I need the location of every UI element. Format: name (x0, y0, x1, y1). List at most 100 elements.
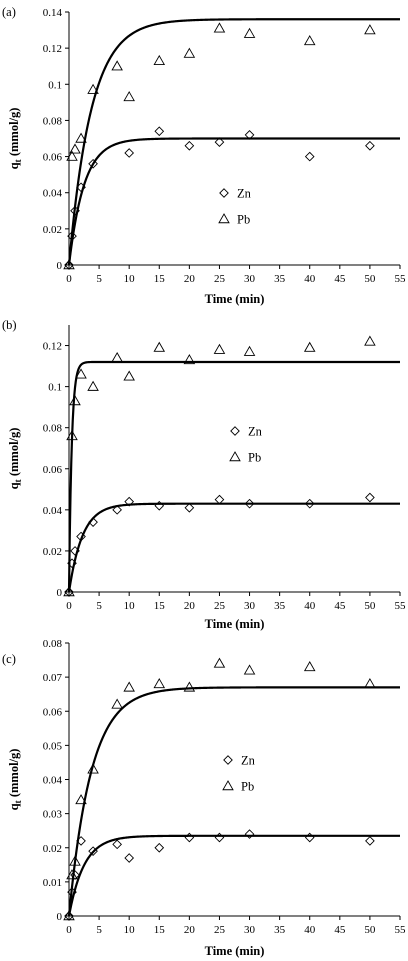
panel-label: (a) (2, 5, 16, 19)
y-axis-title-main: q (7, 162, 21, 169)
panel-label: (b) (2, 318, 17, 332)
data-point-pb (66, 869, 78, 880)
x-tick-label: 20 (184, 924, 196, 936)
series-pb (63, 22, 376, 270)
x-tick-label: 50 (364, 924, 376, 936)
data-point-pb (87, 380, 99, 391)
legend-marker-pb (218, 213, 230, 224)
y-axis-title: qt (mmol/g) (7, 749, 24, 811)
data-point-zn (365, 140, 375, 151)
data-point-pb (213, 657, 226, 668)
x-tick-label: 25 (214, 273, 226, 285)
x-tick-label: 0 (66, 273, 72, 285)
data-point-zn (365, 836, 375, 846)
data-point-pb (75, 794, 87, 805)
data-point-pb (364, 24, 376, 35)
x-tick-label: 15 (154, 600, 166, 612)
data-point-zn (154, 126, 165, 137)
x-tick-label: 45 (334, 924, 346, 936)
y-tick-label: 0.07 (43, 672, 63, 684)
legend-label-zn: Zn (241, 754, 256, 768)
data-point-zn (304, 498, 315, 509)
x-tick-label: 35 (274, 600, 286, 612)
data-point-pb (123, 370, 135, 381)
x-tick-label: 50 (364, 273, 376, 285)
series-zn (64, 492, 375, 597)
data-point-pb (153, 341, 166, 352)
data-point-pb (123, 681, 135, 692)
x-tick-label: 15 (154, 273, 166, 285)
data-point-zn (244, 829, 255, 839)
x-tick-label: 15 (154, 924, 166, 936)
x-tick-label: 30 (244, 273, 256, 285)
y-axis-title-subscript: t (14, 799, 24, 803)
x-tick-label: 35 (274, 924, 286, 936)
y-tick-label: 0 (57, 587, 63, 599)
data-point-zn (124, 853, 135, 863)
fit-curve-zn (67, 834, 400, 917)
x-tick-label: 20 (184, 600, 196, 612)
data-point-zn (112, 839, 122, 850)
y-tick-label: 0.08 (43, 423, 63, 435)
y-axis-title: qt (mmol/g) (7, 108, 24, 170)
y-tick-label: 0.04 (43, 505, 63, 517)
chart-panel-a: 0 5 10 15 20 25 30 35 40 45 50 55 0 0.02 0.04 0.06 0.08 0… (2, 5, 406, 306)
x-tick-label: 35 (274, 273, 286, 285)
y-tick-label: 0.1 (48, 382, 62, 394)
y-tick-label: 0.02 (43, 546, 62, 558)
data-point-zn (67, 887, 77, 897)
data-point-pb (69, 395, 81, 406)
x-tick-label: 55 (395, 600, 407, 612)
x-tick-label: 40 (304, 273, 316, 285)
x-tick-label: 5 (96, 924, 102, 936)
x-tick-label: 55 (395, 924, 407, 936)
legend-label-pb: Pb (241, 780, 254, 794)
legend-label-zn: Zn (248, 425, 263, 439)
data-point-pb (69, 855, 81, 866)
x-tick-label: 55 (395, 273, 407, 285)
data-point-zn (304, 151, 315, 162)
y-tick-label: 0.02 (43, 224, 62, 236)
y-tick-label: 0.04 (43, 775, 63, 787)
x-tick-label: 0 (66, 924, 72, 936)
x-tick-label: 20 (184, 273, 196, 285)
x-tick-label: 25 (214, 600, 226, 612)
data-point-zn (76, 836, 86, 846)
data-point-pb (63, 586, 75, 597)
data-point-pb (75, 368, 87, 379)
data-point-pb (303, 35, 316, 46)
legend-marker-zn (230, 426, 240, 436)
data-point-pb (111, 60, 123, 71)
y-tick-label: 0 (57, 911, 63, 923)
y-tick-label: 0.08 (43, 115, 63, 127)
data-point-pb (111, 351, 123, 363)
data-point-zn (365, 492, 375, 503)
data-point-pb (243, 664, 256, 675)
data-point-zn (124, 496, 135, 507)
data-point-zn (154, 842, 165, 853)
y-axis-title-subscript: t (14, 158, 24, 162)
data-point-pb (87, 763, 99, 774)
legend-label-pb: Pb (248, 451, 261, 465)
data-point-pb (63, 910, 75, 921)
x-tick-label: 5 (96, 273, 102, 285)
y-axis-title-unit: (mmol/g) (7, 749, 21, 801)
y-tick-label: 0.12 (43, 43, 62, 55)
x-tick-label: 30 (244, 600, 256, 612)
data-point-zn (88, 517, 98, 528)
legend-label-zn: Zn (237, 187, 252, 201)
x-axis-title: Time (min) (205, 617, 265, 631)
data-point-pb (75, 132, 87, 143)
data-point-zn (67, 558, 77, 569)
y-axis-title-unit: (mmol/g) (7, 108, 21, 160)
y-tick-label: 0.06 (43, 152, 63, 164)
y-axis-title: qt (mmol/g) (7, 428, 24, 490)
data-point-zn (214, 494, 225, 505)
data-point-pb (243, 345, 256, 356)
x-tick-label: 50 (364, 600, 376, 612)
x-tick-label: 45 (334, 273, 346, 285)
data-point-zn (70, 546, 80, 556)
data-point-zn (124, 148, 135, 158)
data-point-zn (184, 502, 195, 513)
fit-curve-zn (67, 137, 400, 266)
